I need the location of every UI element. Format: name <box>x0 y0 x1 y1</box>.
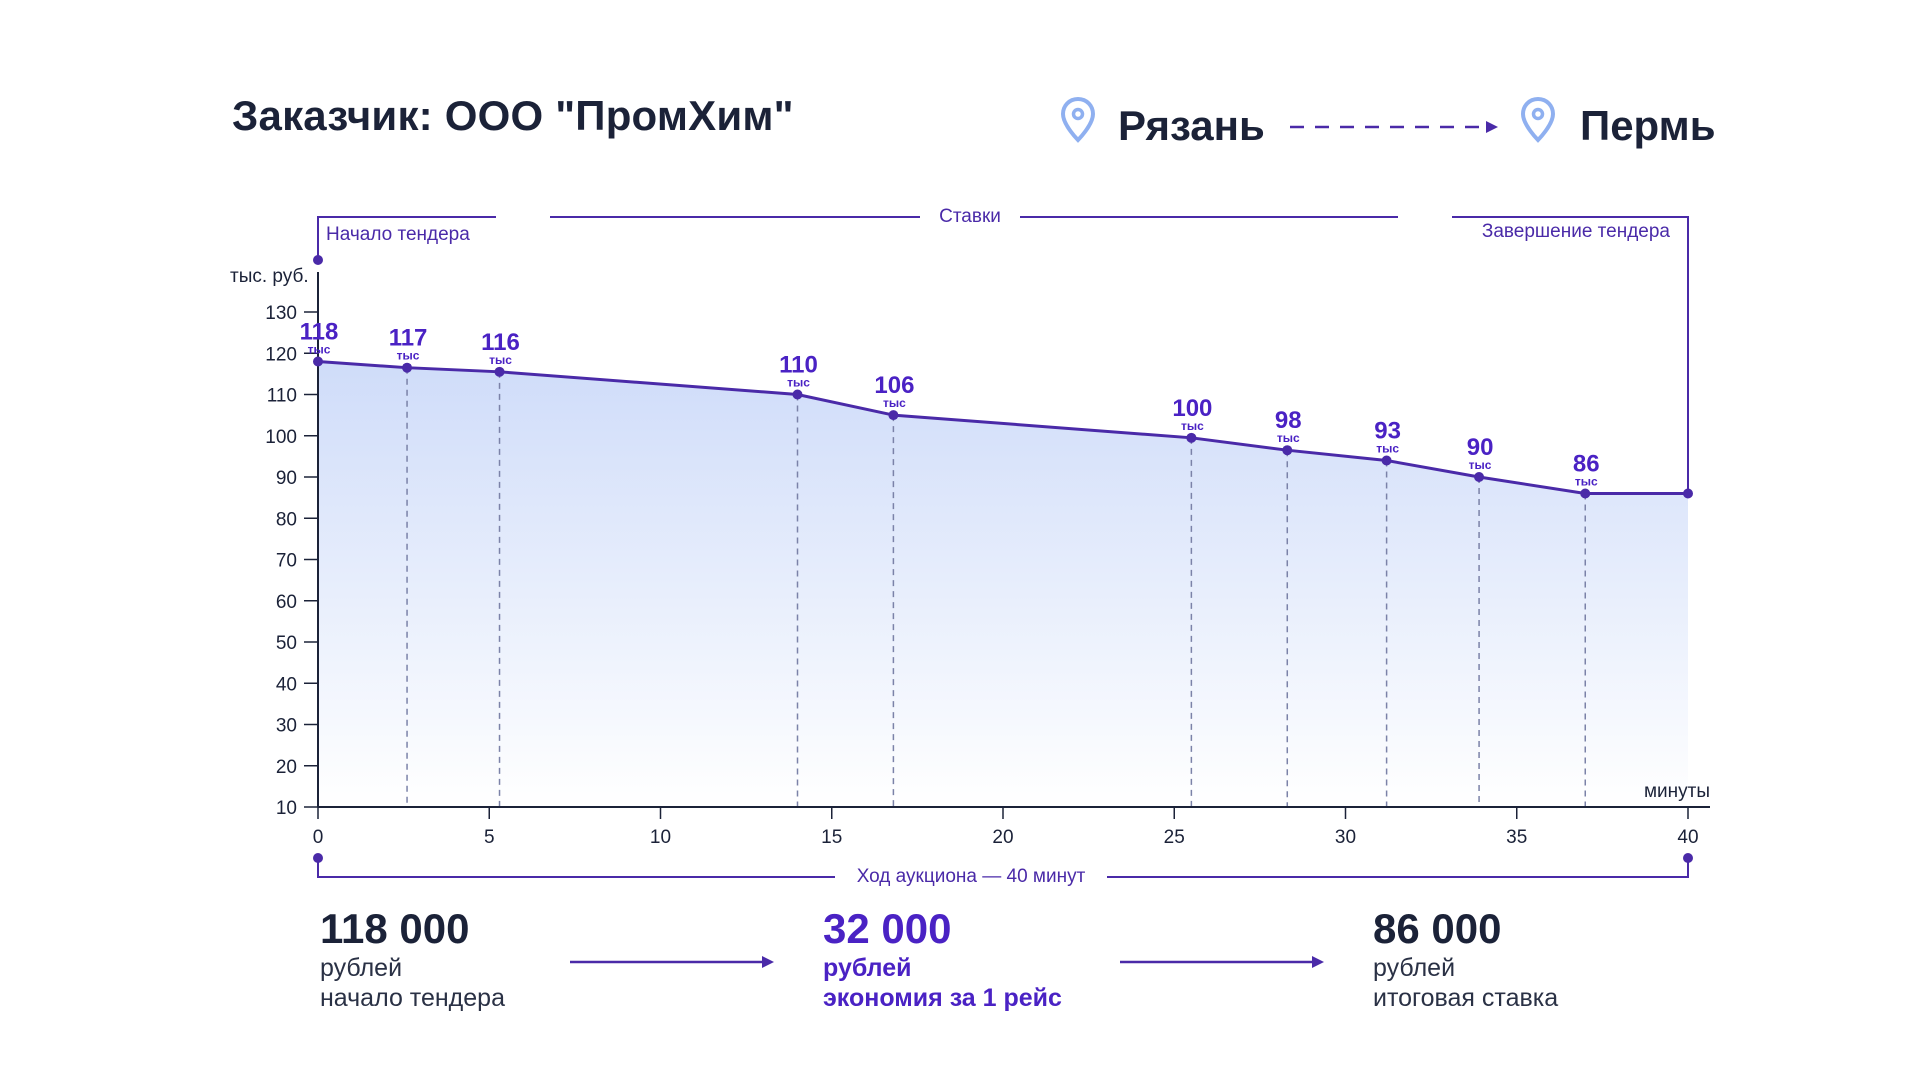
y-tick-label: 70 <box>276 551 297 572</box>
data-label-unit: тыс <box>1181 419 1204 433</box>
x-tick-label: 15 <box>821 827 842 848</box>
x-tick-label: 20 <box>992 827 1013 848</box>
data-label-unit: тыс <box>1575 475 1598 489</box>
data-label-unit: тыс <box>1469 458 1492 472</box>
y-tick-label: 10 <box>276 798 297 819</box>
data-point <box>1474 472 1485 482</box>
data-label: 90 <box>1467 434 1494 461</box>
end-bracket <box>1452 216 1689 494</box>
data-label-unit: тыс <box>308 343 331 357</box>
data-point <box>494 366 505 377</box>
page-title: Заказчик: ООО "ПромХим" <box>232 92 794 139</box>
data-label-unit: тыс <box>489 353 512 367</box>
data-point <box>1282 445 1293 456</box>
data-label: 116 <box>481 329 520 356</box>
y-tick-label: 120 <box>265 344 297 365</box>
y-tick-label: 90 <box>276 468 297 489</box>
duration-bracket <box>1107 860 1689 878</box>
data-point <box>1381 455 1392 466</box>
data-label-unit: тыс <box>883 396 906 410</box>
data-point <box>313 356 323 367</box>
summary-savings: 32 000 рублей экономия за 1 рейс <box>823 905 1062 1013</box>
y-tick-label: 110 <box>267 386 297 407</box>
summary-unit: рублей <box>823 954 912 982</box>
duration-end-marker <box>1683 853 1693 863</box>
x-tick-label: 40 <box>1677 827 1698 848</box>
location-pin-icon <box>1520 96 1556 143</box>
data-point <box>888 410 899 421</box>
y-tick-label: 80 <box>276 509 297 530</box>
route: Рязань Пермь <box>1060 96 1720 156</box>
data-label: 93 <box>1374 418 1401 445</box>
summary-unit: рублей <box>1373 954 1456 982</box>
data-label: 118 <box>300 319 339 346</box>
summary-arrow <box>1120 956 1324 968</box>
y-tick-label: 30 <box>276 716 297 737</box>
summary-value: 86 000 <box>1373 905 1502 952</box>
x-tick-label: 35 <box>1506 827 1527 848</box>
data-label: 106 <box>874 372 914 399</box>
bids-label: Ставки <box>939 206 1001 227</box>
start-marker <box>313 255 323 265</box>
data-label: 110 <box>779 352 818 379</box>
y-axis-label: тыс. руб. <box>230 266 309 287</box>
start-label: Начало тендера <box>326 224 470 245</box>
x-tick-label: 10 <box>650 827 671 848</box>
auction-chart: 10 20 30 40 50 60 70 80 90 100 110 120 130 0 5 10 15 20 25… <box>230 206 1710 887</box>
data-label-unit: тыс <box>787 376 810 390</box>
summary-caption: начало тендера <box>320 984 505 1012</box>
data-point <box>402 362 413 373</box>
start-bracket <box>317 216 496 258</box>
duration-bracket <box>317 860 835 878</box>
summary-final: 86 000 рублей итоговая ставка <box>1373 905 1558 1013</box>
route-from: Рязань <box>1118 102 1265 149</box>
data-point <box>1186 432 1197 443</box>
summary-arrow <box>570 956 774 968</box>
data-label-unit: тыс <box>397 349 420 363</box>
route-to: Пермь <box>1580 102 1716 149</box>
chart-area-fill <box>318 361 1688 807</box>
location-pin-icon <box>1060 96 1096 143</box>
data-point <box>792 389 803 400</box>
summary-start: 118 000 рублей начало тендера <box>320 905 505 1013</box>
summary-unit: рублей <box>320 954 403 982</box>
data-label: 100 <box>1172 395 1212 422</box>
duration-label: Ход аукциона — 40 минут <box>857 866 1086 887</box>
x-tick-label: 5 <box>484 827 495 848</box>
summary-value: 32 000 <box>823 905 952 952</box>
x-tick-label: 0 <box>313 827 324 848</box>
summary-value: 118 000 <box>320 905 470 952</box>
data-label: 98 <box>1275 407 1302 434</box>
x-axis-label: минуты <box>1644 781 1710 802</box>
summary-caption: экономия за 1 рейс <box>823 984 1062 1012</box>
y-tick-label: 50 <box>276 633 297 654</box>
end-label: Завершение тендера <box>1482 221 1671 242</box>
route-arrow <box>1290 121 1498 133</box>
duration-start-marker <box>313 853 323 863</box>
y-tick-label: 20 <box>276 757 297 778</box>
x-tick-label: 25 <box>1164 827 1185 848</box>
summary-caption: итоговая ставка <box>1373 984 1559 1012</box>
data-label: 117 <box>389 325 428 352</box>
data-label-unit: тыс <box>1376 442 1399 456</box>
x-tick-label: 30 <box>1335 827 1356 848</box>
data-label: 86 <box>1573 451 1600 478</box>
data-label-unit: тыс <box>1277 431 1300 445</box>
y-tick-label: 130 <box>265 303 297 324</box>
y-tick-label: 60 <box>276 592 297 613</box>
y-tick-label: 40 <box>276 674 297 695</box>
data-point <box>1580 488 1591 499</box>
y-tick-label: 100 <box>265 427 297 448</box>
